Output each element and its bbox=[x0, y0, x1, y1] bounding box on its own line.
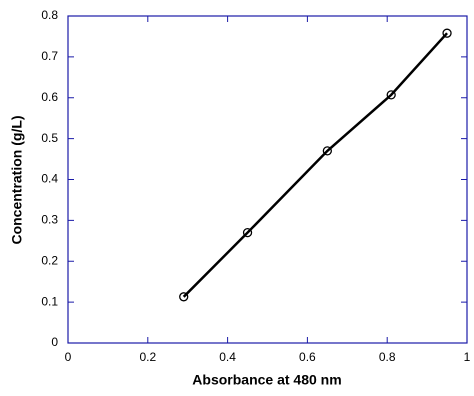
plot-frame bbox=[67, 15, 468, 344]
y-tick-label: 0.4 bbox=[41, 172, 58, 186]
data-point bbox=[386, 90, 396, 100]
x-tick-label: 0.6 bbox=[299, 350, 316, 364]
data-point bbox=[242, 227, 253, 238]
y-tick-label: 0.8 bbox=[41, 8, 58, 22]
x-tick-label: 0.8 bbox=[379, 350, 396, 364]
data-point bbox=[442, 28, 452, 38]
y-tick-label: 0.5 bbox=[41, 131, 58, 145]
y-tick-label: 0 bbox=[51, 335, 58, 349]
x-tick-label: 1 bbox=[464, 350, 471, 364]
data-point bbox=[179, 292, 189, 302]
y-axis-title: Concentration (g/L) bbox=[9, 115, 25, 244]
x-tick-label: 0.4 bbox=[219, 350, 236, 364]
x-tick-label: 0.2 bbox=[139, 350, 156, 364]
y-tick-label: 0.3 bbox=[41, 213, 58, 227]
y-tick-label: 0.7 bbox=[41, 49, 58, 63]
data-point bbox=[322, 146, 333, 156]
x-axis-title: Absorbance at 480 nm bbox=[192, 372, 341, 388]
data-line bbox=[182, 32, 448, 298]
y-tick-label: 0.1 bbox=[41, 294, 58, 308]
y-tick-label: 0.6 bbox=[41, 90, 58, 104]
x-tick-label: 0 bbox=[65, 350, 72, 364]
y-tick-label: 0.2 bbox=[41, 253, 58, 267]
